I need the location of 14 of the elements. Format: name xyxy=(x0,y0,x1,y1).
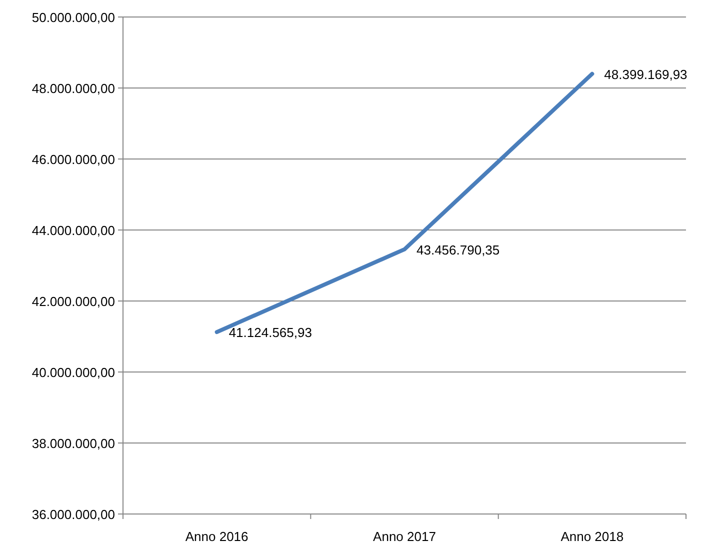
y-tick-label: 42.000.000,00 xyxy=(32,294,115,309)
y-tick-label: 50.000.000,00 xyxy=(32,10,115,25)
data-label: 41.124.565,93 xyxy=(228,325,312,340)
x-tick-label: Anno 2018 xyxy=(560,529,624,544)
x-tick-label: Anno 2016 xyxy=(185,529,248,544)
y-tick-label: 44.000.000,00 xyxy=(32,223,115,238)
y-tick-label: 40.000.000,00 xyxy=(32,365,115,380)
y-tick-label: 46.000.000,00 xyxy=(32,152,115,167)
y-tick-label: 48.000.000,00 xyxy=(32,81,115,96)
y-tick-label: 38.000.000,00 xyxy=(32,436,115,451)
x-tick-label: Anno 2017 xyxy=(373,529,436,544)
data-label: 48.399.169,93 xyxy=(604,66,688,82)
y-tick-label: 36.000.000,00 xyxy=(32,507,115,522)
data-label: 43.456.790,35 xyxy=(416,242,500,258)
